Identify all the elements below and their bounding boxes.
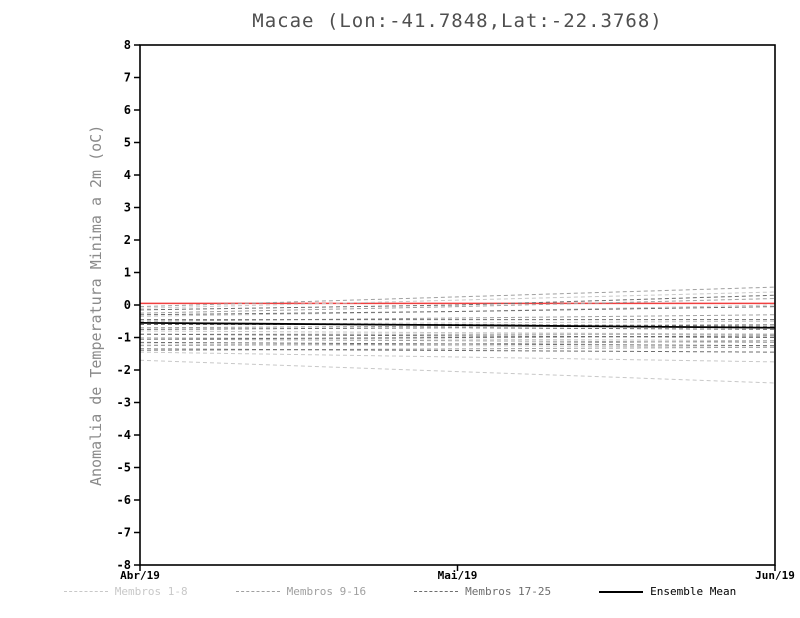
legend-line-sample-members-17-25 (414, 591, 459, 592)
y-tick-label: 6 (124, 103, 131, 117)
y-tick-label: -7 (117, 526, 131, 540)
y-tick-label: 7 (124, 71, 131, 85)
series-membro-16 (139, 346, 776, 351)
y-tick-label: 1 (124, 266, 131, 280)
y-tick-label: 5 (124, 136, 131, 150)
series-membro-22 (139, 333, 776, 338)
y-tick-label: -4 (117, 428, 131, 442)
y-tick-label: -5 (117, 461, 131, 475)
series-membro-5 (139, 337, 776, 342)
x-tick-label: Abr/19 (120, 569, 160, 582)
y-tick-label: -2 (117, 363, 131, 377)
x-tick-label: Mai/19 (438, 569, 478, 582)
series-membro-23 (139, 335, 776, 340)
series-membro-4 (139, 330, 776, 335)
legend-line-sample-members-1-8 (63, 591, 108, 592)
y-tick-label: -1 (117, 331, 131, 345)
legend-item-1: Membros 1-8 (63, 585, 188, 598)
series-membro-17 (139, 294, 776, 311)
legend-label-members-9-16: Membros 9-16 (286, 585, 367, 598)
chart-title: Macae (Lon:-41.7848,Lat:-22.3768) (252, 10, 663, 32)
legend: Membros 1-8 Membros 9-16 Membros 17-25 E… (0, 585, 800, 598)
legend-item-2: Membros 9-16 (235, 585, 367, 598)
y-tick-label: 3 (124, 201, 131, 215)
y-tick-label: 2 (124, 233, 131, 247)
series-membro-24 (139, 341, 776, 347)
y-tick-label: -8 (117, 558, 131, 572)
y-tick-label: -3 (117, 396, 131, 410)
x-tick-label: Jun/19 (755, 569, 795, 582)
series-ensemble-mean (139, 321, 776, 329)
y-tick-label: 0 (124, 298, 131, 312)
series-membro-18 (139, 306, 776, 316)
series-membro-11 (139, 314, 776, 322)
y-tick-label: 4 (124, 168, 131, 182)
series-membro-10 (139, 298, 776, 314)
series-membro-12 (139, 324, 776, 329)
y-tick-label: -6 (117, 493, 131, 507)
legend-line-sample-ensemble-mean (599, 590, 644, 593)
legend-label-members-1-8: Membros 1-8 (114, 585, 188, 598)
series-membro-8 (139, 359, 776, 384)
series-membro-14 (139, 338, 776, 343)
series-membro-21 (139, 327, 776, 330)
series-membro-9 (139, 286, 776, 308)
y-tick-label: 8 (124, 38, 131, 52)
series-membro-7 (139, 351, 776, 363)
series-membro-6 (139, 343, 776, 348)
series-membro-1 (139, 291, 776, 309)
legend-label-members-17-25: Membros 17-25 (465, 585, 552, 598)
legend-line-sample-members-9-16 (235, 591, 280, 592)
legend-item-3: Membros 17-25 (414, 585, 551, 598)
legend-item-4: Ensemble Mean (599, 585, 736, 598)
series-membro-25 (139, 348, 776, 353)
legend-label-ensemble-mean: Ensemble Mean (650, 585, 737, 598)
